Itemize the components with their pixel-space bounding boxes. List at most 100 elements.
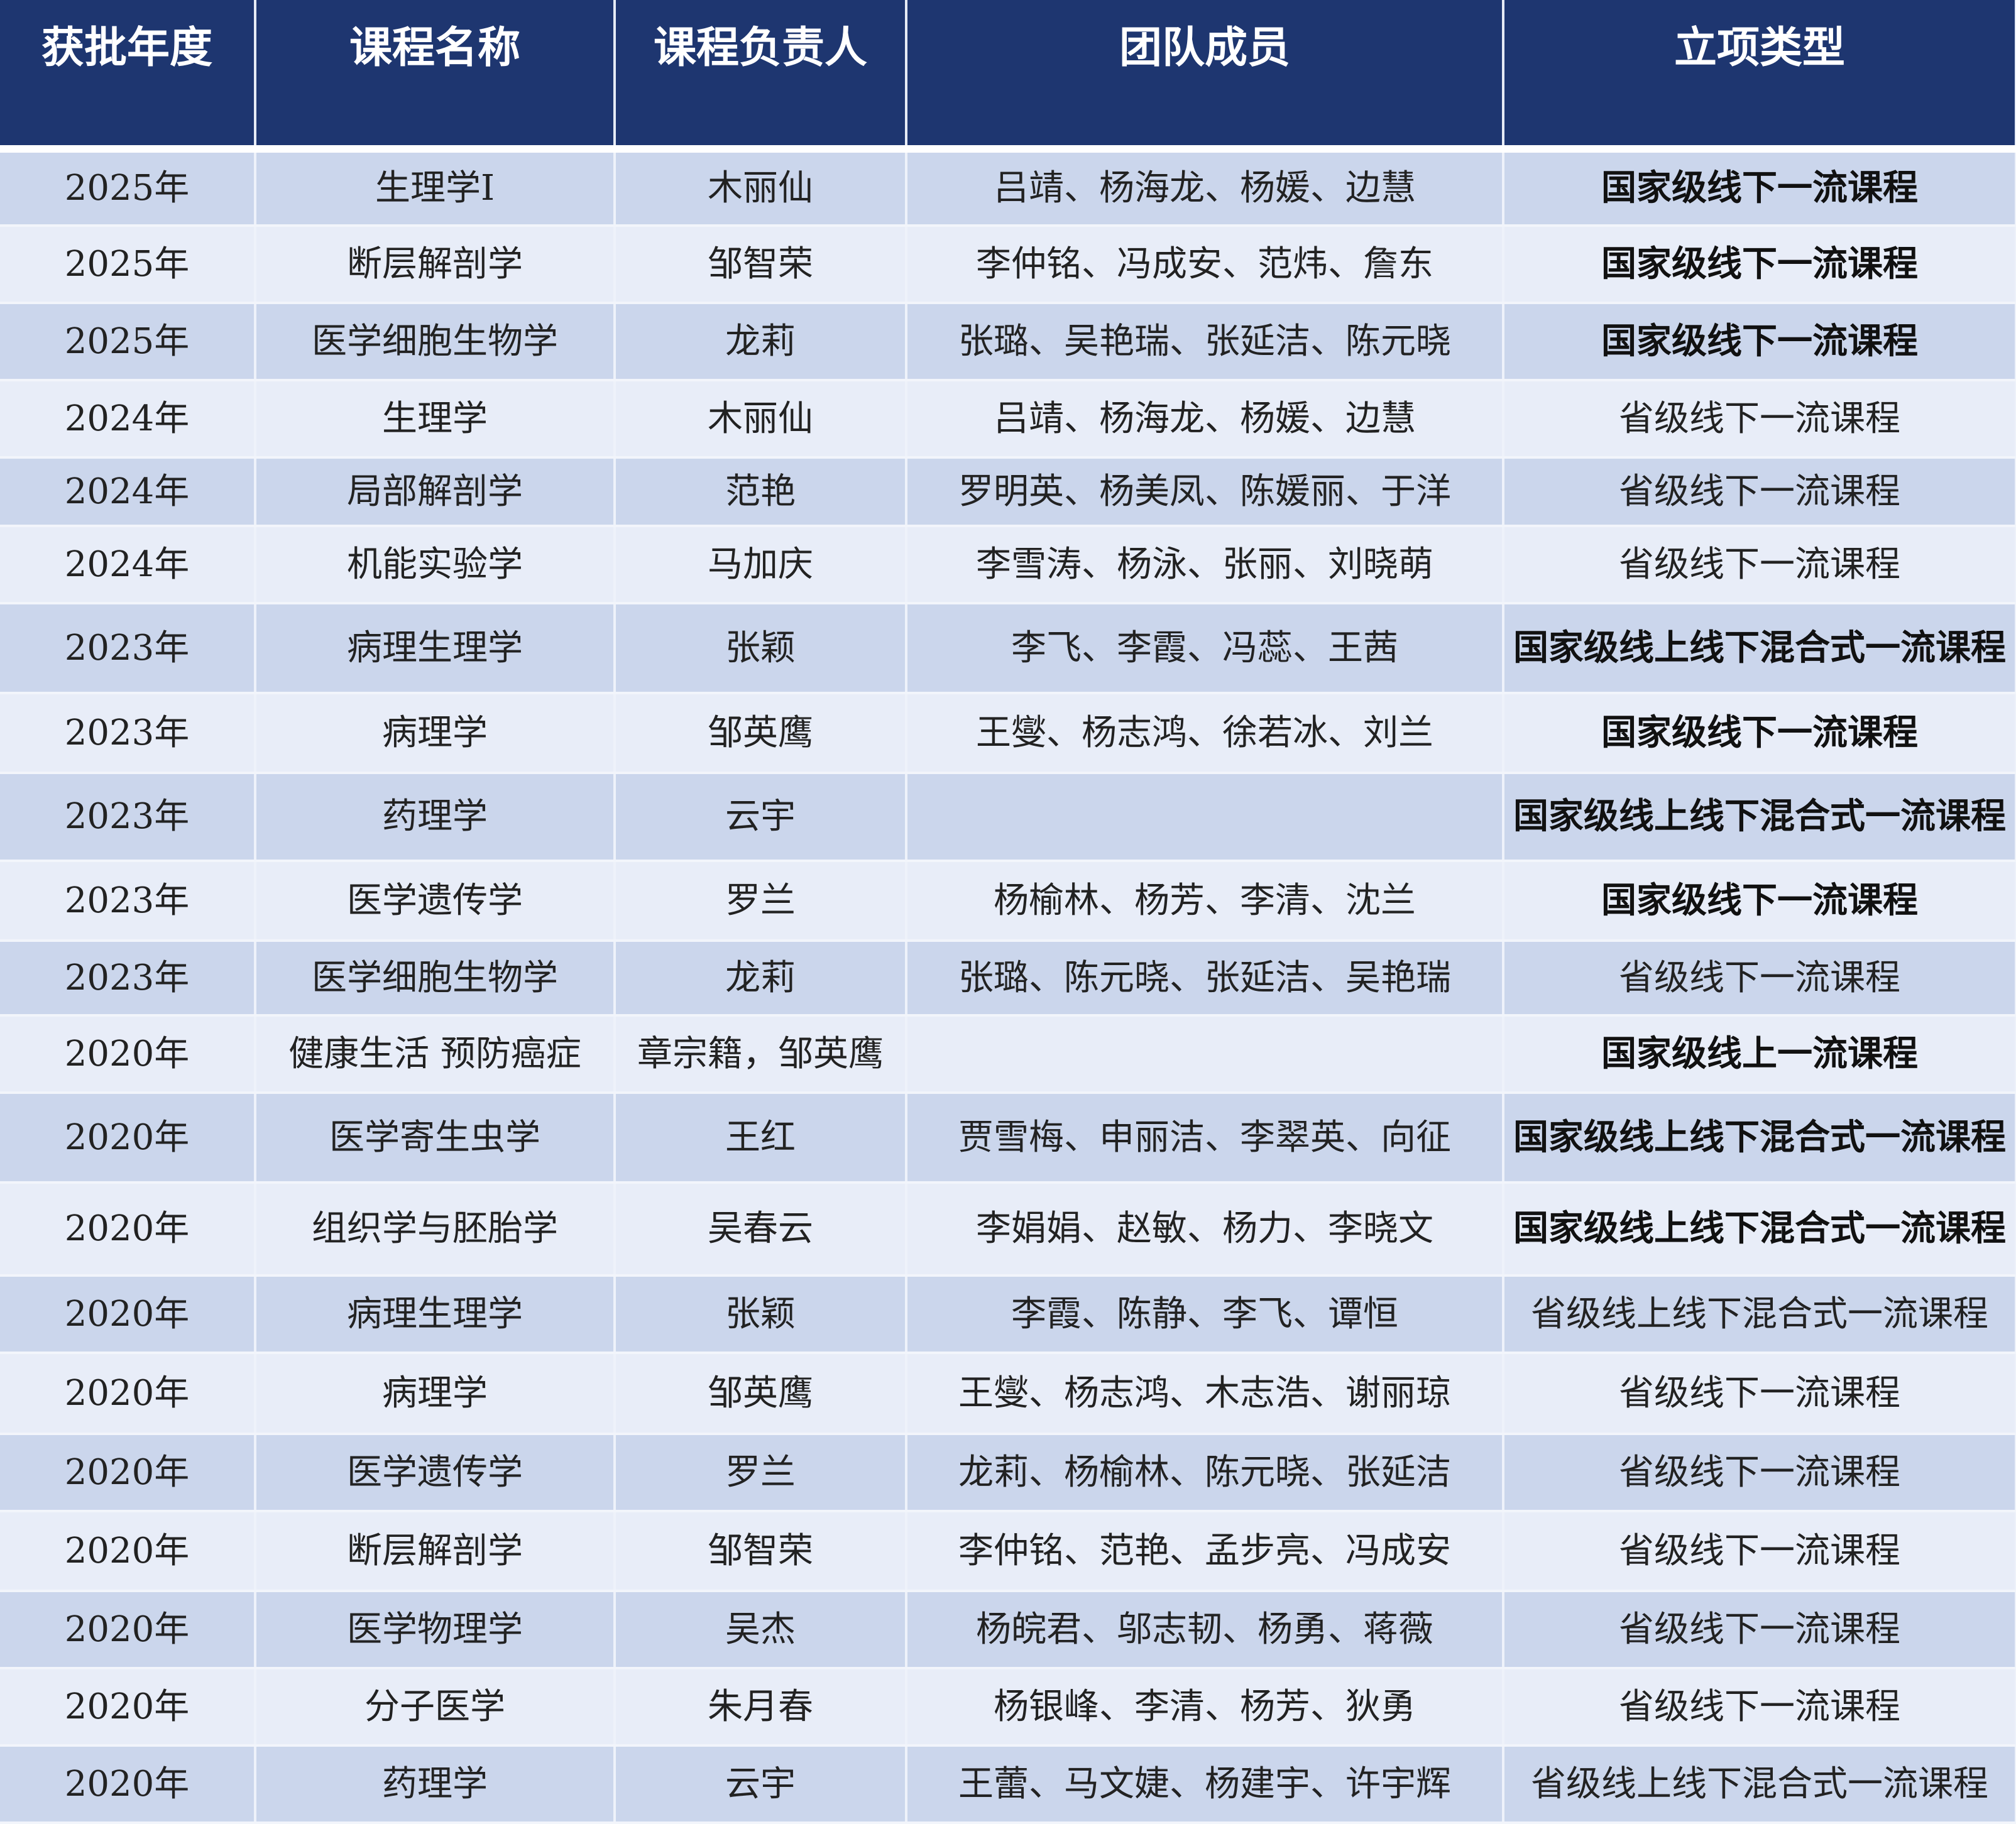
cell-lead: 邹智荣 (615, 226, 907, 304)
table-row: 2020年 断层解剖学 邹智荣 李仲铭、范艳、孟步亮、冯成安 省级线下一流课程 (0, 1511, 2016, 1592)
cell-year: 2020年 (0, 1015, 256, 1094)
cell-year: 2025年 (0, 303, 256, 381)
cell-lead: 朱月春 (615, 1668, 907, 1747)
table-row: 2024年 机能实验学 马加庆 李雪涛、杨泳、张丽、刘晓萌 省级线下一流课程 (0, 526, 2016, 604)
cell-course: 机能实验学 (255, 526, 616, 604)
cell-course: 分子医学 (255, 1668, 616, 1747)
table-row: 2020年 医学遗传学 罗兰 龙莉、杨榆林、陈元晓、张延洁 省级线下一流课程 (0, 1434, 2016, 1512)
cell-year: 2020年 (0, 1182, 256, 1277)
table-row: 2024年 生理学 木丽仙 吕靖、杨海龙、杨媛、边慧 省级线下一流课程 (0, 380, 2016, 459)
cell-lead: 章宗籍，邹英鹰 (615, 1015, 907, 1094)
cell-course: 病理生理学 (255, 1275, 616, 1354)
cell-team: 李飞、李霞、冯蕊、王茜 (906, 603, 1504, 694)
cell-lead: 马加庆 (615, 526, 907, 604)
cell-type: 国家级线下一流课程 (1503, 861, 2016, 942)
cell-lead: 张颖 (615, 1275, 907, 1354)
table-row: 2023年 病理生理学 张颖 李飞、李霞、冯蕊、王茜 国家级线上线下混合式一流课程 (0, 603, 2016, 694)
cell-lead: 张颖 (615, 603, 907, 694)
cell-year: 2025年 (0, 226, 256, 304)
table-row: 2025年 医学细胞生物学 龙莉 张璐、吴艳瑞、张延洁、陈元晓 国家级线下一流课程 (0, 303, 2016, 381)
cell-team: 吕靖、杨海龙、杨媛、边慧 (906, 153, 1504, 227)
cell-course: 病理生理学 (255, 603, 616, 694)
cell-lead: 王红 (615, 1093, 907, 1184)
table-row: 2023年 医学遗传学 罗兰 杨榆林、杨芳、李清、沈兰 国家级线下一流课程 (0, 861, 2016, 942)
cell-type: 国家级线上线下混合式一流课程 (1503, 773, 2016, 862)
cell-type: 省级线下一流课程 (1503, 1668, 2016, 1747)
cell-type: 国家级线下一流课程 (1503, 226, 2016, 304)
cell-team: 李娟娟、赵敏、杨力、李晓文 (906, 1182, 1504, 1277)
table-row: 2025年 断层解剖学 邹智荣 李仲铭、冯成安、范炜、詹东 国家级线下一流课程 (0, 226, 2016, 304)
table-body: 2025年 生理学I 木丽仙 吕靖、杨海龙、杨媛、边慧 国家级线下一流课程 2025年 断层… (0, 153, 2016, 1824)
table-row: 2020年 健康生活 预防癌症 章宗籍，邹英鹰 国家级线上一流课程 (0, 1015, 2016, 1094)
cell-team: 王燮、杨志鸿、木志浩、谢丽琼 (906, 1353, 1504, 1435)
cell-lead: 木丽仙 (615, 153, 907, 227)
cell-lead: 罗兰 (615, 1434, 907, 1512)
cell-team: 王燮、杨志鸿、徐若冰、刘兰 (906, 693, 1504, 774)
header-team: 团队成员 (906, 0, 1504, 145)
table-row: 2020年 病理学 邹英鹰 王燮、杨志鸿、木志浩、谢丽琼 省级线下一流课程 (0, 1353, 2016, 1435)
cell-lead: 邹英鹰 (615, 1353, 907, 1435)
cell-year: 2025年 (0, 153, 256, 227)
table-row: 2020年 药理学 云宇 王蕾、马文婕、杨建宇、许宇辉 省级线上线下混合式一流课程 (0, 1745, 2016, 1824)
cell-type: 国家级线下一流课程 (1503, 153, 2016, 227)
cell-lead: 罗兰 (615, 861, 907, 942)
cell-year: 2020年 (0, 1434, 256, 1512)
cell-year: 2020年 (0, 1275, 256, 1354)
cell-team: 龙莉、杨榆林、陈元晓、张延洁 (906, 1434, 1504, 1512)
cell-course: 药理学 (255, 1745, 616, 1824)
cell-year: 2020年 (0, 1093, 256, 1184)
cell-team: 李霞、陈静、李飞、谭恒 (906, 1275, 1504, 1354)
cell-type: 国家级线上一流课程 (1503, 1015, 2016, 1094)
cell-year: 2020年 (0, 1668, 256, 1747)
cell-lead: 木丽仙 (615, 380, 907, 459)
cell-team: 杨皖君、邬志韧、杨勇、蒋薇 (906, 1591, 1504, 1669)
cell-type: 省级线下一流课程 (1503, 1434, 2016, 1512)
table-row: 2020年 病理生理学 张颖 李霞、陈静、李飞、谭恒 省级线上线下混合式一流课程 (0, 1275, 2016, 1354)
cell-type: 省级线下一流课程 (1503, 380, 2016, 459)
cell-lead: 吴春云 (615, 1182, 907, 1277)
cell-type: 省级线下一流课程 (1503, 941, 2016, 1017)
cell-course: 医学遗传学 (255, 861, 616, 942)
cell-lead: 云宇 (615, 1745, 907, 1824)
cell-type: 省级线下一流课程 (1503, 1353, 2016, 1435)
cell-lead: 云宇 (615, 773, 907, 862)
cell-lead: 龙莉 (615, 941, 907, 1017)
header-row: 获批年度 课程名称 课程负责人 团队成员 立项类型 (0, 0, 2016, 145)
table-row: 2020年 医学寄生虫学 王红 贾雪梅、申丽洁、李翠英、向征 国家级线上线下混合式一流课… (0, 1093, 2016, 1184)
cell-team: 罗明英、杨美凤、陈媛丽、于洋 (906, 457, 1504, 527)
cell-type: 省级线下一流课程 (1503, 1591, 2016, 1669)
cell-lead: 龙莉 (615, 303, 907, 381)
header-year: 获批年度 (0, 0, 256, 145)
cell-lead: 范艳 (615, 457, 907, 527)
cell-course: 组织学与胚胎学 (255, 1182, 616, 1277)
cell-course: 病理学 (255, 1353, 616, 1435)
cell-year: 2024年 (0, 457, 256, 527)
cell-type: 省级线下一流课程 (1503, 526, 2016, 604)
table-row: 2025年 生理学I 木丽仙 吕靖、杨海龙、杨媛、边慧 国家级线下一流课程 (0, 153, 2016, 227)
cell-team: 李仲铭、冯成安、范炜、詹东 (906, 226, 1504, 304)
cell-course: 健康生活 预防癌症 (255, 1015, 616, 1094)
table-row: 2020年 组织学与胚胎学 吴春云 李娟娟、赵敏、杨力、李晓文 国家级线上线下混合式一流… (0, 1182, 2016, 1277)
cell-team (906, 773, 1504, 862)
cell-team: 李仲铭、范艳、孟步亮、冯成安 (906, 1511, 1504, 1592)
cell-course: 医学遗传学 (255, 1434, 616, 1512)
cell-type: 国家级线上线下混合式一流课程 (1503, 1182, 2016, 1277)
cell-type: 省级线下一流课程 (1503, 457, 2016, 527)
cell-year: 2023年 (0, 773, 256, 862)
cell-type: 省级线下一流课程 (1503, 1511, 2016, 1592)
cell-year: 2020年 (0, 1511, 256, 1592)
cell-type: 国家级线下一流课程 (1503, 693, 2016, 774)
cell-type: 省级线上线下混合式一流课程 (1503, 1745, 2016, 1824)
cell-lead: 邹英鹰 (615, 693, 907, 774)
cell-year: 2023年 (0, 941, 256, 1017)
cell-course: 病理学 (255, 693, 616, 774)
cell-course: 医学细胞生物学 (255, 303, 616, 381)
cell-year: 2020年 (0, 1353, 256, 1435)
table-row: 2023年 药理学 云宇 国家级线上线下混合式一流课程 (0, 773, 2016, 862)
cell-year: 2023年 (0, 861, 256, 942)
cell-year: 2024年 (0, 526, 256, 604)
cell-type: 国家级线上线下混合式一流课程 (1503, 603, 2016, 694)
cell-year: 2023年 (0, 693, 256, 774)
header-lead: 课程负责人 (615, 0, 907, 145)
table-row: 2020年 医学物理学 吴杰 杨皖君、邬志韧、杨勇、蒋薇 省级线下一流课程 (0, 1591, 2016, 1669)
